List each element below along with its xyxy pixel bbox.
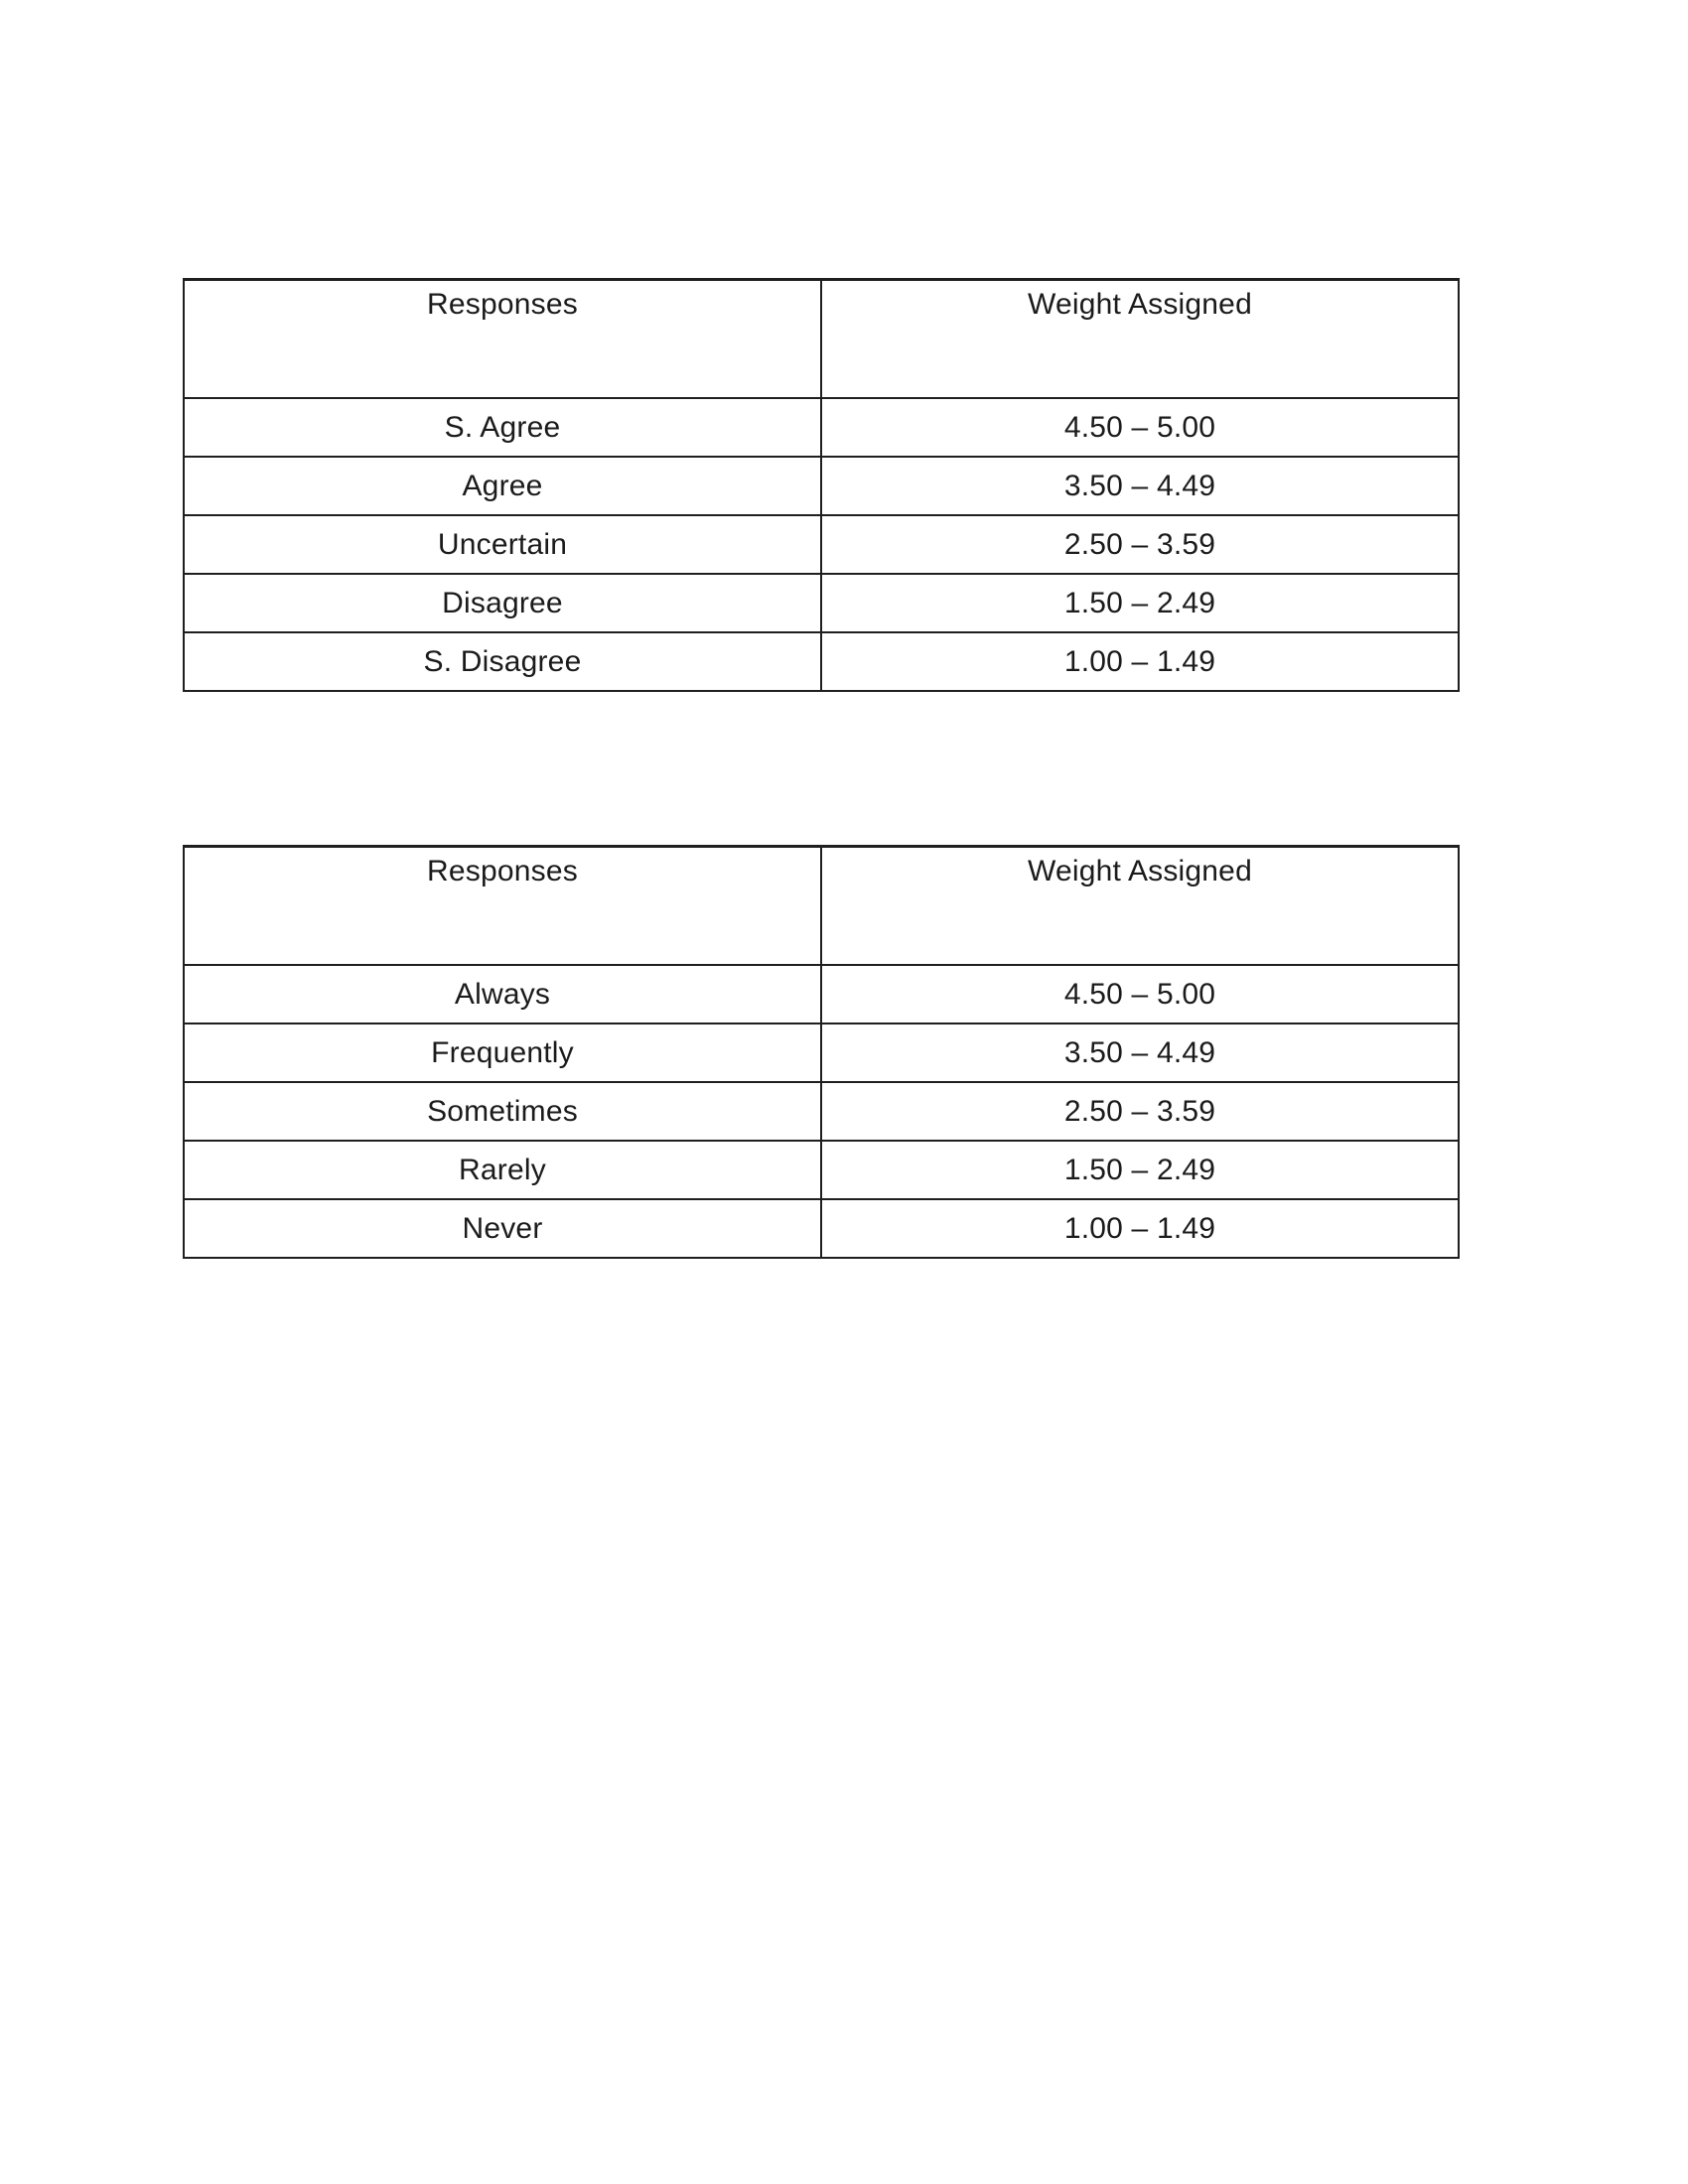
response-cell: S. Disagree	[184, 632, 821, 691]
weight-cell: 4.50 – 5.00	[821, 965, 1459, 1024]
table-row: Frequently 3.50 – 4.49	[184, 1024, 1459, 1082]
table-row: Uncertain 2.50 – 3.59	[184, 515, 1459, 574]
response-cell: Disagree	[184, 574, 821, 632]
weight-cell: 1.00 – 1.49	[821, 632, 1459, 691]
weight-cell: 4.50 – 5.00	[821, 398, 1459, 457]
table-row: Always 4.50 – 5.00	[184, 965, 1459, 1024]
weight-assigned-column-header: Weight Assigned	[821, 847, 1459, 965]
response-cell: S. Agree	[184, 398, 821, 457]
table-row: Sometimes 2.50 – 3.59	[184, 1082, 1459, 1141]
table-row: Rarely 1.50 – 2.49	[184, 1141, 1459, 1199]
table-row: Agree 3.50 – 4.49	[184, 457, 1459, 515]
response-cell: Frequently	[184, 1024, 821, 1082]
weight-cell: 2.50 – 3.59	[821, 515, 1459, 574]
weight-assigned-column-header: Weight Assigned	[821, 280, 1459, 398]
weight-cell: 3.50 – 4.49	[821, 457, 1459, 515]
table-row: Never 1.00 – 1.49	[184, 1199, 1459, 1258]
response-cell: Rarely	[184, 1141, 821, 1199]
agreement-scale-table: Responses Weight Assigned S. Agree 4.50 …	[183, 278, 1460, 692]
response-cell: Always	[184, 965, 821, 1024]
response-cell: Agree	[184, 457, 821, 515]
weight-cell: 1.50 – 2.49	[821, 574, 1459, 632]
response-cell: Never	[184, 1199, 821, 1258]
header-row: Responses Weight Assigned	[184, 847, 1459, 965]
responses-column-header: Responses	[184, 280, 821, 398]
response-cell: Sometimes	[184, 1082, 821, 1141]
table-row: Disagree 1.50 – 2.49	[184, 574, 1459, 632]
header-row: Responses Weight Assigned	[184, 280, 1459, 398]
table-row: S. Agree 4.50 – 5.00	[184, 398, 1459, 457]
weight-cell: 1.00 – 1.49	[821, 1199, 1459, 1258]
frequency-scale-table: Responses Weight Assigned Always 4.50 – …	[183, 845, 1460, 1259]
response-cell: Uncertain	[184, 515, 821, 574]
table-row: S. Disagree 1.00 – 1.49	[184, 632, 1459, 691]
weight-cell: 1.50 – 2.49	[821, 1141, 1459, 1199]
weight-cell: 3.50 – 4.49	[821, 1024, 1459, 1082]
responses-column-header: Responses	[184, 847, 821, 965]
weight-cell: 2.50 – 3.59	[821, 1082, 1459, 1141]
